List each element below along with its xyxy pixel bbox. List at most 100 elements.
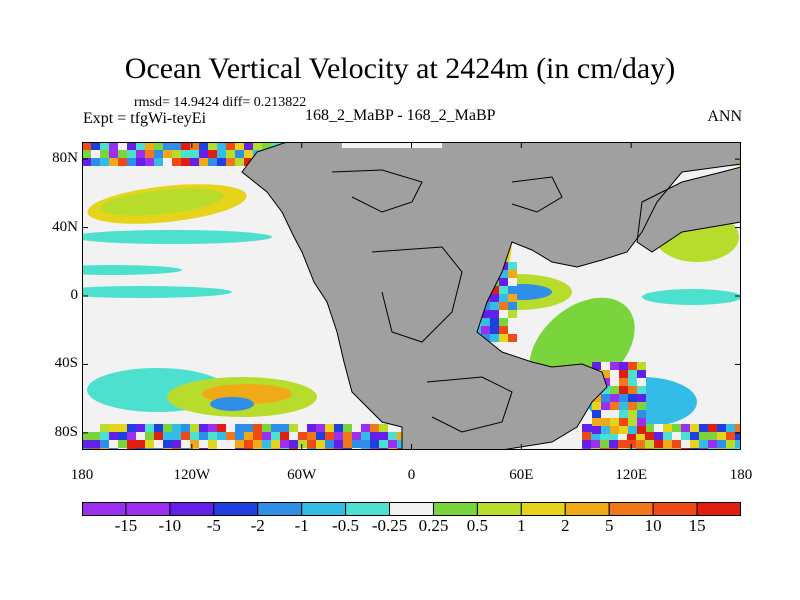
coastal-cell: [508, 318, 517, 326]
southern-ocean-cell: [334, 440, 343, 448]
southern-ocean-cell: [361, 424, 370, 432]
colorbar-box-4: [257, 502, 303, 516]
longitude-label: 180: [729, 467, 753, 483]
southern-ocean-cell: [636, 440, 645, 448]
southern-ocean-cell: [163, 440, 172, 448]
arctic-cell: [118, 142, 127, 150]
southern-ocean-cell: [609, 432, 618, 440]
southern-ocean-cell: [343, 424, 352, 432]
southern-ocean-cell: [591, 432, 600, 440]
coastal-cell: [619, 410, 628, 418]
southern-ocean-cell: [217, 432, 226, 440]
southern-ocean-cell: [262, 432, 271, 440]
arctic-cell: [82, 142, 91, 150]
coastal-cell: [499, 270, 508, 278]
southern-ocean-cell: [154, 432, 163, 440]
colorbar-box-3: [213, 502, 259, 516]
southern-ocean-cell: [307, 440, 316, 448]
southern-ocean-cell: [361, 440, 370, 448]
southern-ocean-cell: [244, 432, 253, 440]
colorbar-box-1: [125, 502, 171, 516]
coastal-cell: [592, 418, 601, 426]
colorbar-level-label: 0.5: [466, 516, 489, 535]
coastal-cell: [610, 378, 619, 386]
southern-ocean-cell: [690, 440, 699, 448]
coastal-cell: [628, 394, 637, 402]
southern-ocean-cell: [708, 440, 717, 448]
southern-ocean-cell: [627, 432, 636, 440]
southern-ocean-cell: [217, 424, 226, 432]
arctic-cell: [100, 158, 109, 166]
velocity-contour-3: [82, 286, 232, 298]
southern-ocean-cell: [280, 432, 289, 440]
coastal-cell: [490, 318, 499, 326]
coastal-cell: [637, 370, 646, 378]
colorbar-box-6: [345, 502, 391, 516]
southern-ocean-cell: [163, 432, 172, 440]
southern-ocean-cell: [379, 440, 388, 448]
arctic-cell: [217, 150, 226, 158]
coastal-cell: [490, 326, 499, 334]
southern-ocean-cell: [235, 440, 244, 448]
grid-boundary-3: [426, 376, 513, 433]
southern-ocean-cell: [582, 432, 591, 440]
arctic-cell: [244, 142, 253, 150]
coastal-cell: [610, 362, 619, 370]
coastal-cell: [628, 386, 637, 394]
southern-ocean-cell: [618, 440, 627, 448]
southern-ocean-cell: [82, 440, 91, 448]
southern-ocean-cell: [708, 424, 717, 432]
southern-ocean-cell: [109, 424, 118, 432]
southern-ocean-cell: [226, 424, 235, 432]
southern-ocean-cell: [307, 424, 316, 432]
coastal-cell: [619, 426, 628, 434]
arctic-cell: [244, 150, 253, 158]
arctic-cell: [244, 158, 253, 166]
southern-ocean-cell: [672, 424, 681, 432]
southern-ocean-cell: [717, 424, 726, 432]
southern-ocean-cell: [681, 432, 690, 440]
coastal-cell: [619, 370, 628, 378]
southern-ocean-cell: [645, 432, 654, 440]
southern-ocean-cell: [298, 432, 307, 440]
southern-ocean-cell: [109, 440, 118, 448]
southern-ocean-cell: [136, 432, 145, 440]
southern-ocean-cell: [217, 440, 226, 448]
southern-ocean-cell: [708, 432, 717, 440]
southern-ocean-cell: [271, 424, 280, 432]
southern-ocean-cell: [154, 440, 163, 448]
velocity-contour-1: [100, 188, 224, 216]
coastal-cell: [637, 378, 646, 386]
arctic-cell: [235, 158, 244, 166]
colorbar-level-label: -10: [158, 516, 182, 535]
southern-ocean-cell: [190, 424, 199, 432]
coastal-cell: [592, 426, 601, 434]
southern-ocean-cell: [325, 424, 334, 432]
coastal-cell: [601, 370, 610, 378]
southern-ocean-cell: [316, 440, 325, 448]
southern-ocean-cell: [672, 440, 681, 448]
arctic-cell: [253, 142, 262, 150]
arctic-cell: [118, 158, 127, 166]
southern-ocean-cell: [226, 432, 235, 440]
grid-boundary-2: [511, 176, 563, 213]
colorbar-box-8: [432, 502, 478, 516]
coastal-cell: [628, 362, 637, 370]
coastal-cell: [637, 362, 646, 370]
arctic-cell: [136, 150, 145, 158]
latitude-label: 0: [70, 287, 79, 303]
landmass-0: [242, 142, 741, 450]
coastal-cell: [619, 418, 628, 426]
colorbar-box-14: [696, 502, 741, 516]
southern-ocean-cell: [325, 432, 334, 440]
arctic-cell: [235, 150, 244, 158]
coastline-layer: [241, 142, 741, 450]
coastal-cell: [628, 370, 637, 378]
arctic-cell: [154, 142, 163, 150]
southern-ocean-cell: [370, 440, 379, 448]
coastal-cell: [610, 426, 619, 434]
southern-ocean-cell: [91, 432, 100, 440]
southern-ocean-cell: [352, 440, 361, 448]
southern-ocean-cell: [388, 432, 397, 440]
coastal-cell: [610, 370, 619, 378]
